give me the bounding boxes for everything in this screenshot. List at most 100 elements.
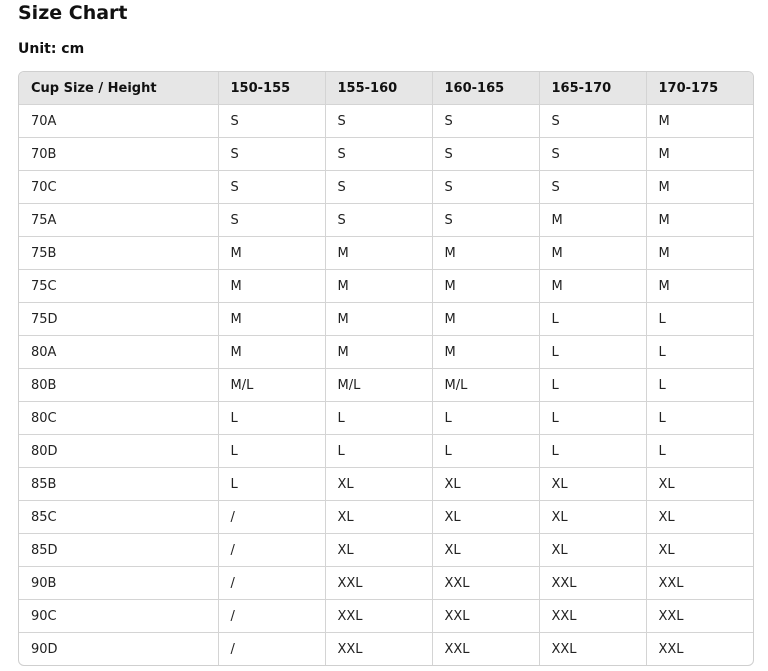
- size-cell: S: [539, 104, 647, 138]
- header-height-170-175: 170-175: [646, 72, 753, 105]
- size-cell: S: [432, 137, 540, 171]
- cup-size-cell: 75C: [19, 269, 219, 303]
- size-cell: M/L: [325, 368, 433, 402]
- size-cell: L: [218, 467, 326, 501]
- size-cell: L: [432, 401, 540, 435]
- size-cell: XXL: [646, 599, 753, 633]
- table-row: 70A S S S S M: [19, 104, 753, 138]
- size-cell: M: [325, 302, 433, 336]
- table-row: 70C S S S S M: [19, 170, 753, 204]
- size-cell: M: [432, 236, 540, 270]
- size-cell: L: [539, 401, 647, 435]
- cup-size-cell: 85B: [19, 467, 219, 501]
- size-cell: XL: [539, 467, 647, 501]
- unit-label: Unit: cm: [18, 41, 85, 57]
- size-cell: XL: [432, 533, 540, 567]
- cup-size-cell: 80A: [19, 335, 219, 369]
- size-cell: XL: [325, 467, 433, 501]
- size-chart-table: Cup Size / Height 150-155 155-160 160-16…: [19, 72, 753, 665]
- table-row: 80D L L L L L: [19, 434, 753, 468]
- cup-size-cell: 80D: [19, 434, 219, 468]
- size-cell: L: [539, 368, 647, 402]
- table-row: 70B S S S S M: [19, 137, 753, 171]
- size-cell: L: [539, 302, 647, 336]
- size-cell: M: [218, 236, 326, 270]
- size-cell: XXL: [432, 566, 540, 600]
- size-cell: XL: [539, 533, 647, 567]
- size-cell: S: [218, 203, 326, 237]
- size-cell: XXL: [646, 566, 753, 600]
- size-cell: M: [325, 335, 433, 369]
- table-row: 90D / XXL XXL XXL XXL: [19, 632, 753, 665]
- table-row: 90C / XXL XXL XXL XXL: [19, 599, 753, 633]
- cup-size-cell: 80C: [19, 401, 219, 435]
- size-cell: L: [325, 434, 433, 468]
- cup-size-cell: 85D: [19, 533, 219, 567]
- table-row: 80B M/L M/L M/L L L: [19, 368, 753, 402]
- size-cell: S: [539, 137, 647, 171]
- size-cell: XXL: [325, 599, 433, 633]
- size-cell: XL: [325, 533, 433, 567]
- size-cell: L: [432, 434, 540, 468]
- size-cell: S: [432, 203, 540, 237]
- size-chart-table-container: Cup Size / Height 150-155 155-160 160-16…: [18, 71, 754, 666]
- cup-size-cell: 90D: [19, 632, 219, 665]
- table-row: 85D / XL XL XL XL: [19, 533, 753, 567]
- size-cell: M/L: [432, 368, 540, 402]
- size-cell: XXL: [432, 599, 540, 633]
- header-height-160-165: 160-165: [432, 72, 540, 105]
- size-cell: XXL: [539, 566, 647, 600]
- size-cell: XXL: [325, 566, 433, 600]
- cup-size-cell: 90B: [19, 566, 219, 600]
- size-cell: /: [218, 632, 326, 665]
- table-row: 75A S S S M M: [19, 203, 753, 237]
- size-cell: L: [646, 302, 753, 336]
- size-cell: XXL: [539, 632, 647, 665]
- cup-size-cell: 70C: [19, 170, 219, 204]
- page-title: Size Chart: [18, 2, 128, 24]
- size-cell: XXL: [432, 632, 540, 665]
- size-cell: L: [539, 335, 647, 369]
- size-cell: S: [325, 170, 433, 204]
- size-cell: XXL: [658, 641, 684, 657]
- size-cell: S: [325, 203, 433, 237]
- size-cell: M: [539, 269, 647, 303]
- size-cell: XL: [539, 500, 647, 534]
- size-cell: S: [218, 170, 326, 204]
- size-cell: M: [325, 269, 433, 303]
- size-cell: S: [218, 104, 326, 138]
- size-cell: L: [646, 401, 753, 435]
- size-cell: /: [218, 533, 326, 567]
- table-row: 85C / XL XL XL XL: [19, 500, 753, 534]
- table-row: 75C M M M M M: [19, 269, 753, 303]
- cup-size-cell: 85C: [19, 500, 219, 534]
- size-cell: L: [325, 401, 433, 435]
- size-cell: M: [325, 236, 433, 270]
- size-cell: XL: [432, 500, 540, 534]
- size-cell: L: [646, 368, 753, 402]
- table-row: 90B / XXL XXL XXL XXL: [19, 566, 753, 600]
- table-row: 80A M M M L L: [19, 335, 753, 369]
- header-height-165-170: 165-170: [539, 72, 647, 105]
- size-cell: L: [646, 434, 753, 468]
- size-cell: M: [432, 302, 540, 336]
- table-row: 75B M M M M M: [19, 236, 753, 270]
- header-height-155-160: 155-160: [325, 72, 433, 105]
- size-cell: /: [218, 599, 326, 633]
- size-cell: L: [218, 434, 326, 468]
- size-cell: M: [646, 269, 753, 303]
- size-cell: M: [218, 335, 326, 369]
- size-cell: S: [432, 104, 540, 138]
- size-cell: XL: [432, 467, 540, 501]
- size-cell: XL: [646, 533, 753, 567]
- cup-size-cell: 75A: [19, 203, 219, 237]
- size-cell: M: [218, 269, 326, 303]
- size-cell: M: [646, 236, 753, 270]
- table-row: 85B L XL XL XL XL: [19, 467, 753, 501]
- size-cell: M: [432, 269, 540, 303]
- size-cell: L: [539, 434, 647, 468]
- size-cell: M: [646, 170, 753, 204]
- size-cell: M: [646, 137, 753, 171]
- size-cell: L: [218, 401, 326, 435]
- cup-size-cell: 70B: [19, 137, 219, 171]
